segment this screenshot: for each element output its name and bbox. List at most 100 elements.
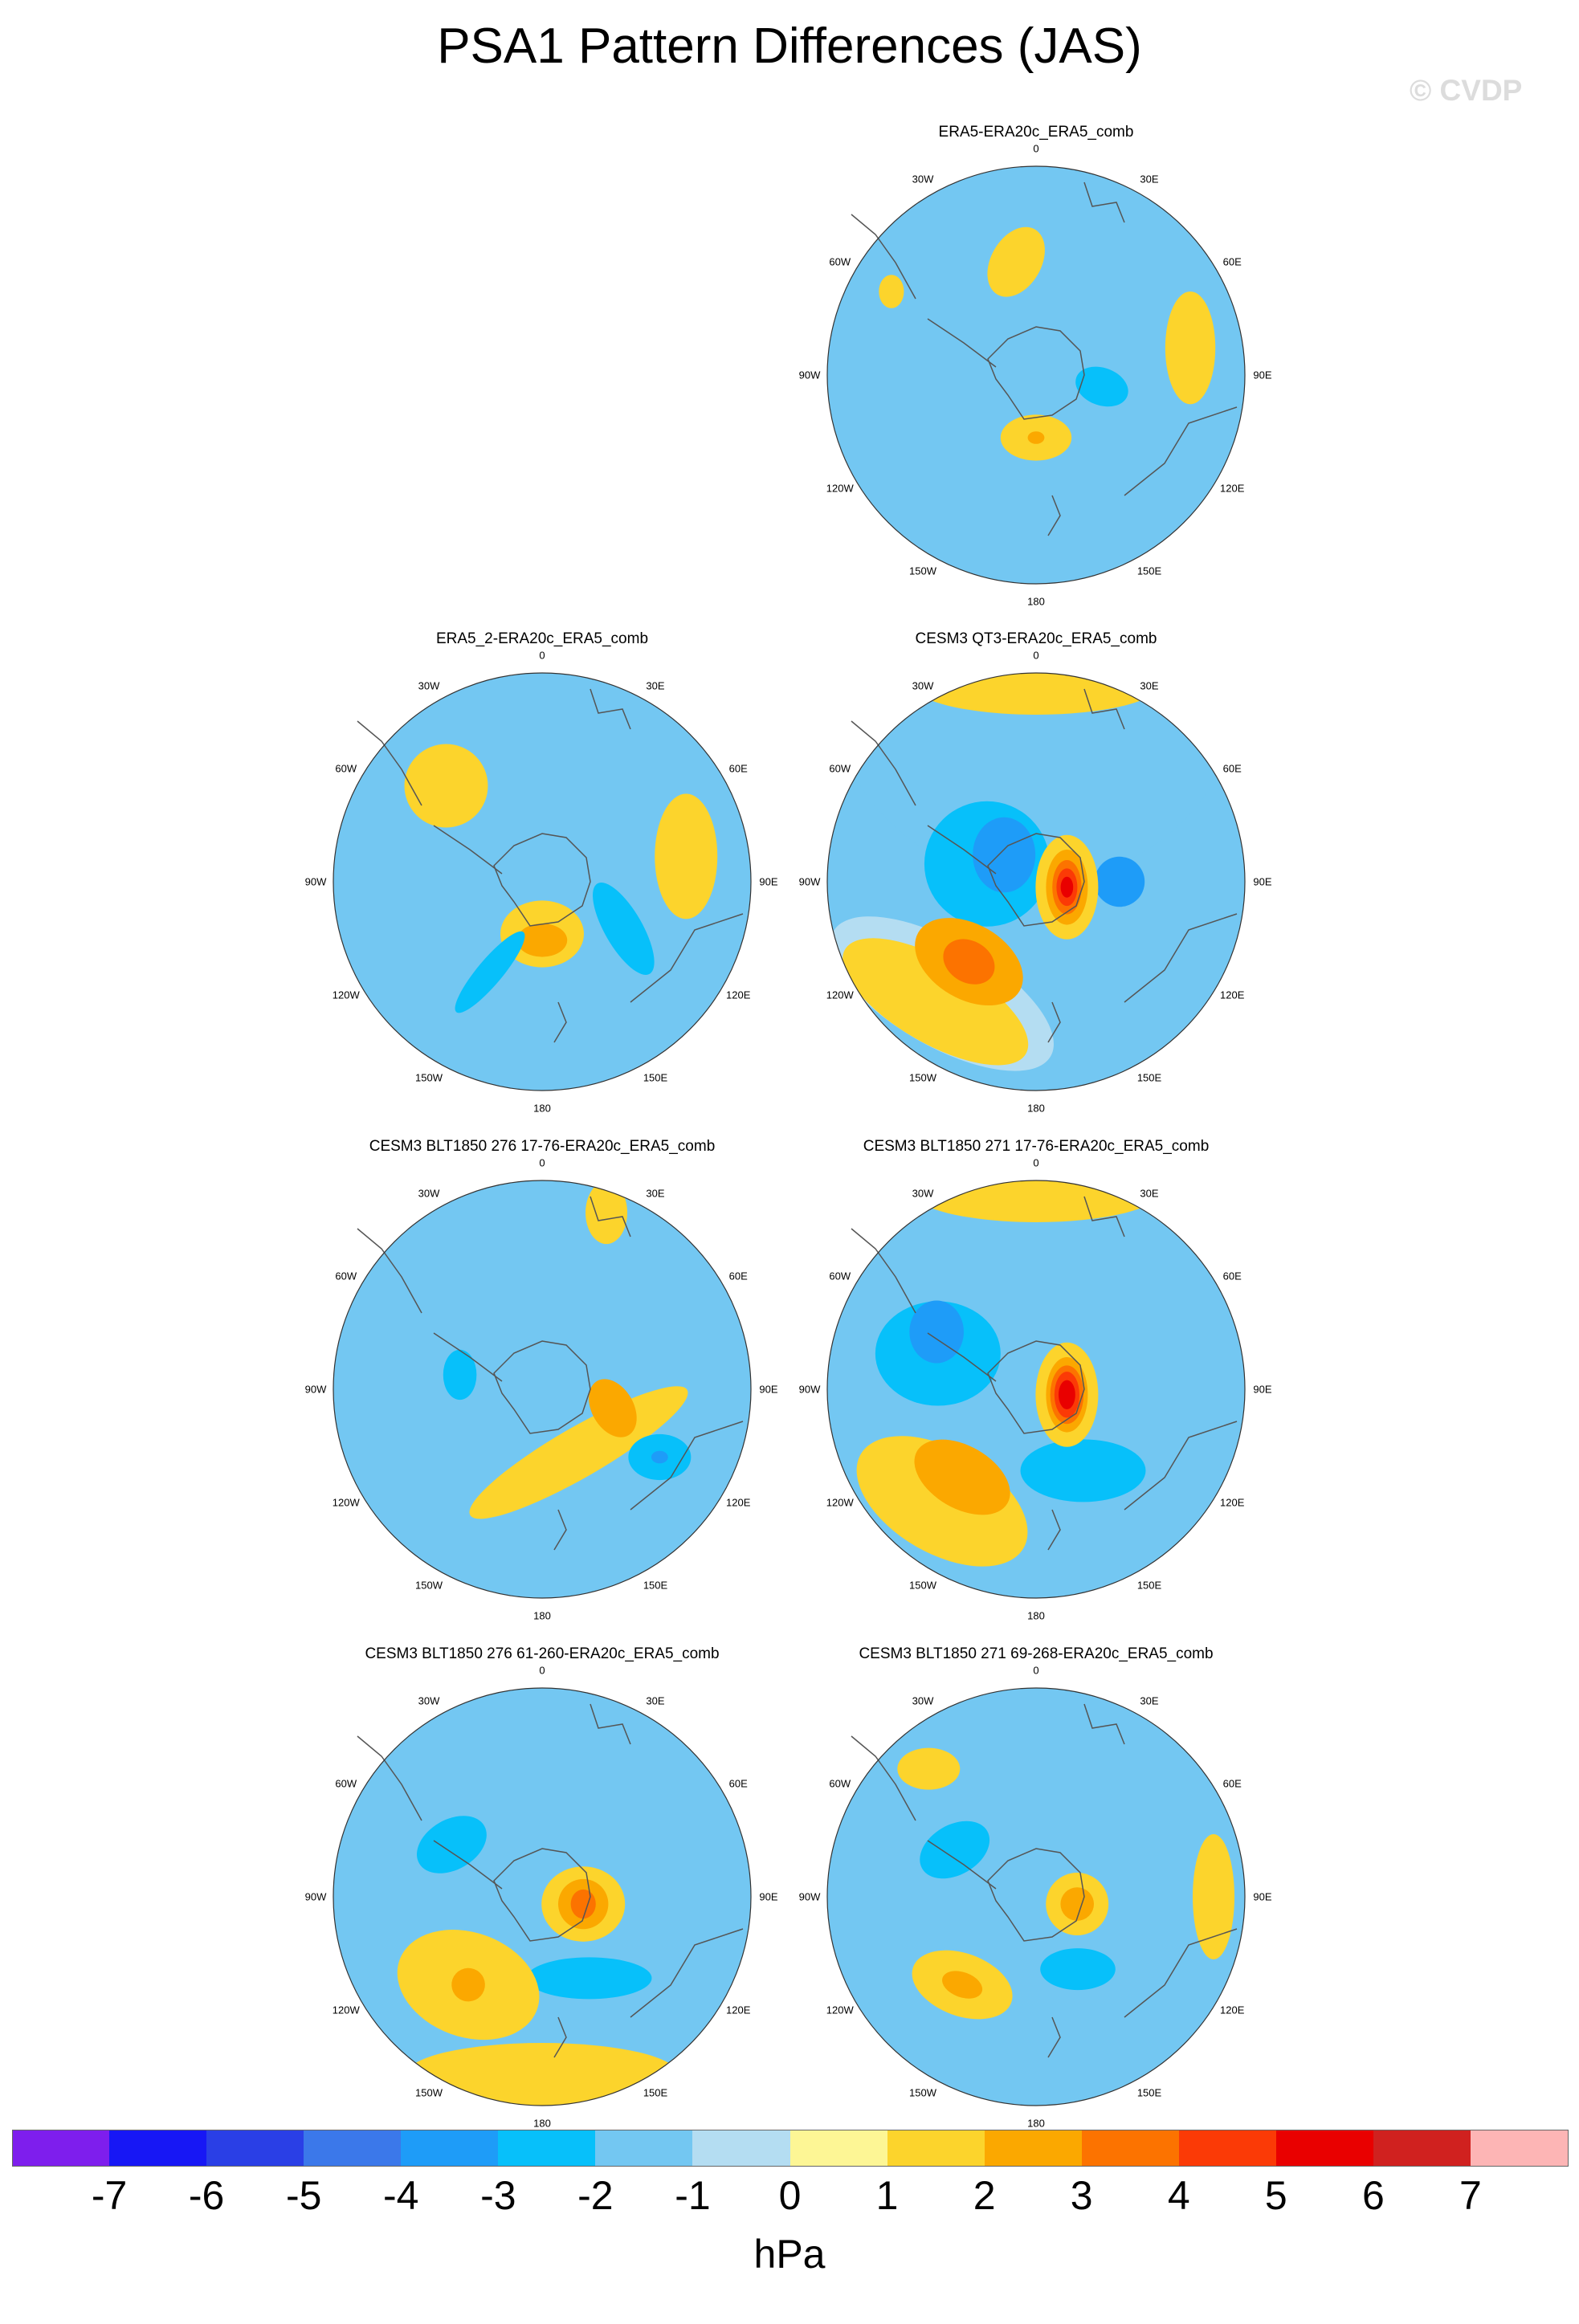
coastline: [927, 825, 997, 875]
coastline: [1047, 2016, 1061, 2058]
longitude-label: 30W: [418, 1694, 440, 1707]
coastline: [493, 1340, 591, 1434]
map-border: [826, 672, 1246, 1091]
anomaly-region: [416, 1816, 487, 1873]
anomaly-region: [924, 801, 1050, 927]
longitude-label: 60W: [829, 1777, 851, 1790]
colorbar-tick-label: -7: [91, 2173, 128, 2218]
colorbar-tick-label: -6: [188, 2173, 225, 2218]
anomaly-region: [651, 1450, 668, 1464]
figure-title: PSA1 Pattern Differences (JAS): [437, 18, 1142, 74]
longitude-label: 60E: [1222, 255, 1242, 268]
map-background: [333, 1688, 751, 2106]
anomaly-region: [1000, 414, 1072, 461]
longitude-label: 30W: [418, 679, 440, 692]
panel-title: CESM3 BLT1850 276 61-260-ERA20c_ERA5_com…: [365, 1645, 720, 1662]
anomaly-region: [1094, 856, 1145, 907]
coastline: [357, 720, 422, 806]
coastline-group: [357, 688, 744, 1043]
coastline: [1083, 688, 1125, 730]
anomaly-region: [516, 923, 568, 957]
longitude-label: 180: [1027, 1102, 1045, 1115]
coastline: [1083, 1196, 1125, 1237]
colorbar-box: [206, 2130, 305, 2167]
longitude-label: 150W: [909, 565, 936, 577]
coastline: [590, 1703, 631, 1745]
longitude-label: 120E: [1220, 989, 1245, 1001]
longitude-label: 0: [539, 649, 545, 662]
panel-title: CESM3 QT3-ERA20c_ERA5_comb: [915, 630, 1157, 647]
longitude-label: 30E: [646, 1694, 665, 1707]
anomaly-region: [875, 1301, 1001, 1406]
map-background: [827, 1688, 1245, 2106]
longitude-label: 120W: [826, 482, 854, 495]
coastline: [987, 1848, 1085, 1942]
longitude-label: 120W: [332, 1496, 360, 1509]
anomaly-region: [585, 1181, 628, 1245]
anomaly-region: [987, 226, 1045, 297]
anomaly-region: [973, 817, 1036, 893]
longitude-label: 150W: [415, 2086, 443, 2099]
anomaly-region: [589, 1379, 637, 1437]
anomaly-region: [1035, 834, 1099, 940]
colorbar-box: [984, 2130, 1083, 2167]
longitude-label: 120E: [1220, 2004, 1245, 2016]
anomaly-region: [942, 1971, 983, 1999]
longitude-label: 30E: [1140, 1694, 1159, 1707]
panel-title: CESM3 BLT1850 271 17-76-ERA20c_ERA5_comb: [863, 1138, 1210, 1155]
colorbar-box: [1081, 2130, 1180, 2167]
anomaly-region: [500, 900, 584, 968]
coastline: [493, 833, 591, 927]
longitude-label: 30W: [912, 173, 934, 186]
coastline-group: [851, 688, 1238, 1043]
map-border: [826, 165, 1246, 585]
colorbar-tick-label: 0: [778, 2173, 802, 2218]
coastline: [1047, 1509, 1061, 1551]
anomaly-region: [912, 1950, 1013, 2020]
colorbar-box: [109, 2130, 208, 2167]
longitude-label: 60E: [728, 1777, 748, 1790]
longitude-label: 180: [533, 1102, 551, 1115]
longitude-label: 120W: [332, 989, 360, 1001]
coastline-group: [357, 1703, 744, 2058]
longitude-label: 30W: [912, 679, 934, 692]
longitude-label: 150W: [415, 1579, 443, 1592]
longitude-label: 180: [533, 1609, 551, 1622]
anomaly-region: [1056, 868, 1078, 907]
map-background: [333, 673, 751, 1091]
anomaly-region: [1052, 859, 1082, 915]
longitude-label: 30E: [1140, 679, 1159, 692]
longitude-label: 60W: [829, 1270, 851, 1282]
anomaly-region: [1165, 291, 1216, 405]
longitude-label: 120W: [826, 2004, 854, 2016]
longitude-label: 90W: [798, 1383, 821, 1396]
colorbar-box: [12, 2130, 111, 2167]
coastline: [851, 1735, 916, 1821]
cvdp-watermark: © CVDP: [1410, 74, 1523, 107]
colorbar-tick-label: 7: [1459, 2173, 1482, 2218]
colorbar-box: [887, 2130, 985, 2167]
coastline: [927, 1840, 997, 1890]
longitude-label: 90E: [759, 875, 778, 888]
anomaly-region: [1060, 1887, 1095, 1921]
coastline: [553, 1001, 567, 1043]
anomaly-region: [915, 918, 1023, 1006]
colorbar-box: [1178, 2130, 1277, 2167]
map-background: [827, 1180, 1245, 1598]
coastline: [433, 1840, 503, 1890]
longitude-label: 120W: [826, 1496, 854, 1509]
anomaly-region: [593, 883, 655, 975]
coastline: [590, 1196, 631, 1237]
colorbar-tick-label: 1: [875, 2173, 899, 2218]
colorbar-box: [692, 2130, 791, 2167]
coastline: [433, 1332, 503, 1382]
map-border: [333, 1180, 752, 1599]
anomaly-contours: [397, 1816, 678, 2106]
longitude-label: 60W: [335, 762, 357, 775]
panel-title: ERA5-ERA20c_ERA5_comb: [938, 124, 1134, 141]
map-background: [827, 673, 1245, 1091]
